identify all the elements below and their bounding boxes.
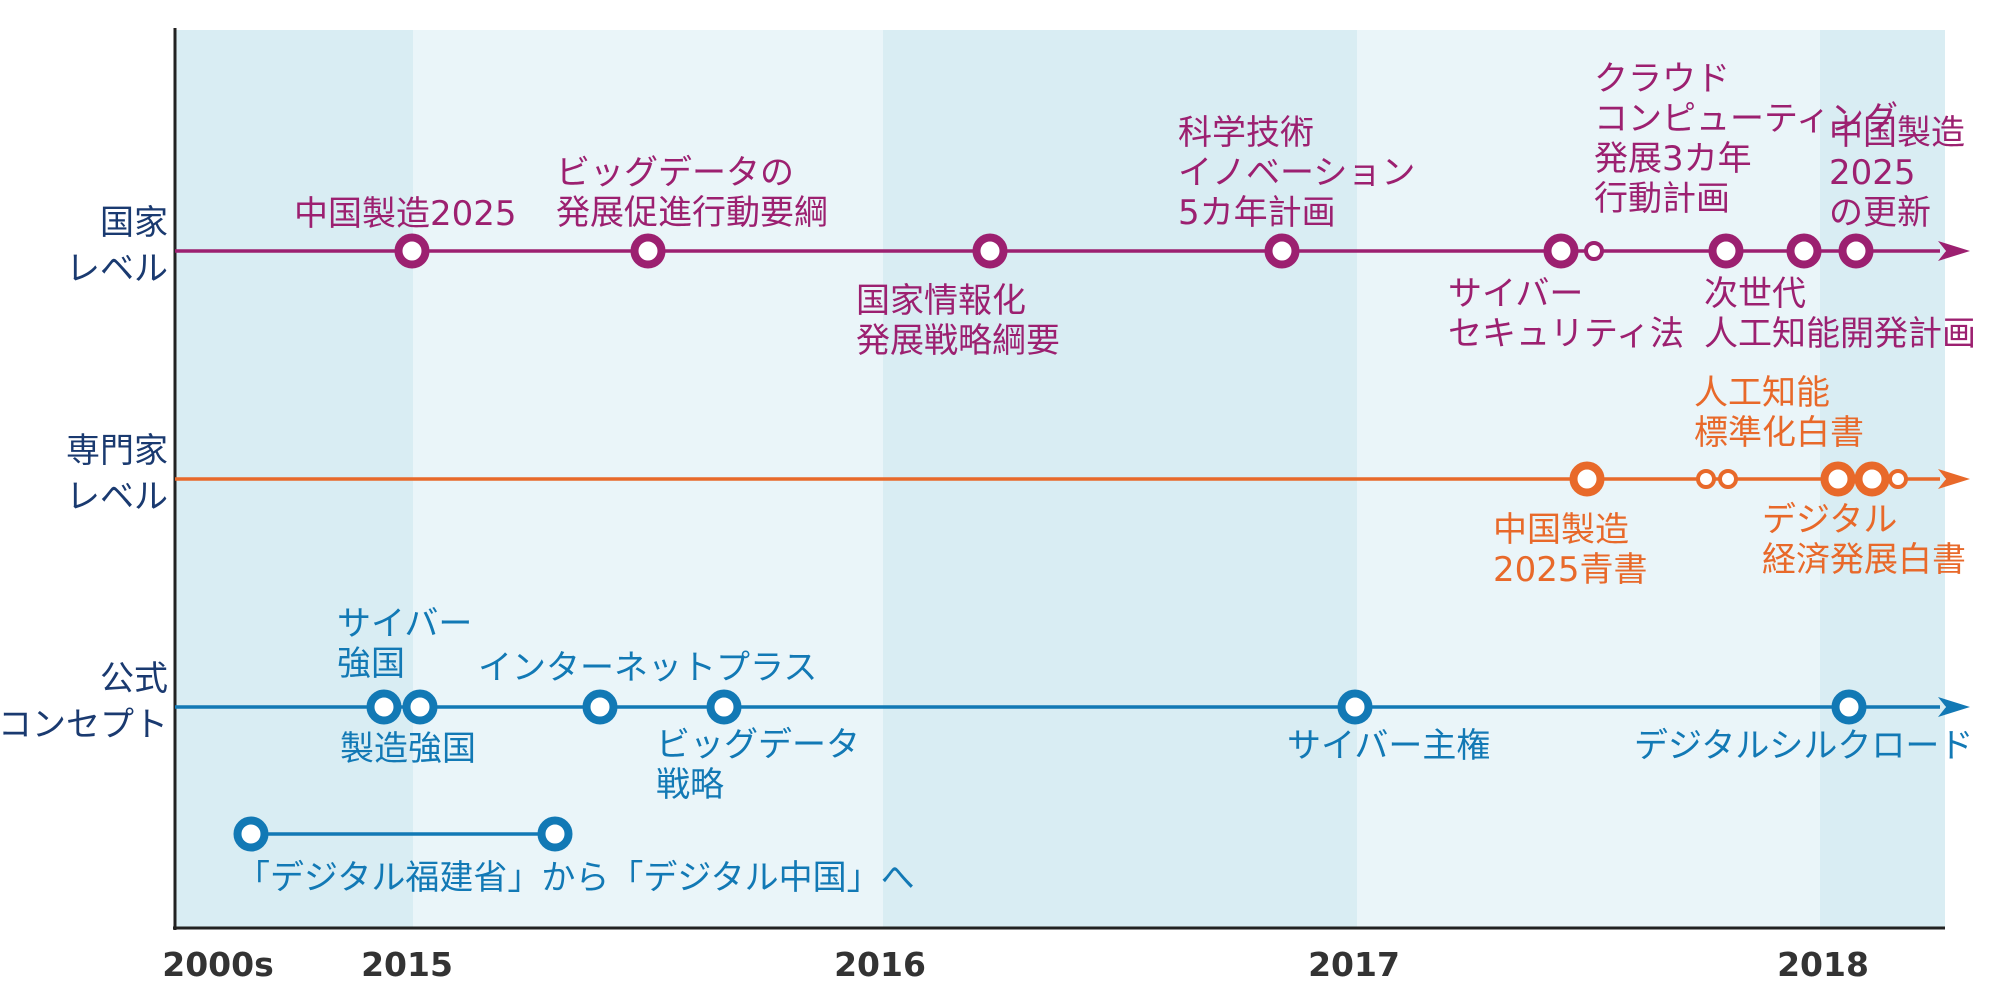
official-event-label-line: 強国 (337, 644, 405, 684)
event-marker (1838, 233, 1874, 269)
event-marker (630, 233, 666, 269)
year-tick-labels: 2000s 2015 2016 2017 2018 (162, 945, 1869, 984)
national-event-label-line: 国家情報化 (856, 281, 1026, 321)
official-event-label-line: ビッグデータ (656, 725, 860, 765)
official-arrow-icon (1938, 697, 1970, 717)
year-label: 2016 (834, 945, 926, 984)
national-event-label-line: 発展促進行動要綱 (556, 193, 828, 233)
national-event-label-line: 中国製造 (1829, 113, 1965, 153)
event-marker (366, 689, 402, 725)
official-row-label: 公式 (100, 659, 168, 699)
national-arrow-icon (1938, 241, 1970, 261)
national-event-label: 次世代人工知能開発計画 (1704, 274, 1976, 354)
expert-event-label-line: 人工知能 (1694, 373, 1830, 413)
national-event-label-line: 人工知能開発計画 (1704, 314, 1976, 354)
national-event-label: ビッグデータの発展促進行動要綱 (556, 153, 828, 233)
event-marker (1888, 469, 1908, 489)
national-event-label-line: 発展3カ年 (1594, 139, 1752, 179)
national-event-label-line: ビッグデータの (556, 153, 794, 193)
expert-arrow-icon (1938, 469, 1970, 489)
expert-event-label-line: 経済発展白書 (1762, 540, 1966, 580)
national-event-label-line: 中国製造2025 (294, 194, 517, 234)
national-event-label: サイバーセキュリティ法 (1448, 274, 1684, 354)
expert-event-label: デジタル経済発展白書 (1762, 500, 1966, 580)
national-row-label: 国家 (100, 203, 168, 243)
expert-event-label-line: 標準化白書 (1694, 413, 1864, 453)
official-event-label-line: インターネットプラス (478, 648, 817, 688)
national-event-label: 科学技術イノベーション 5カ年計画 (1178, 113, 1415, 233)
event-marker (1264, 233, 1300, 269)
official-row-label: コンセプト (0, 705, 168, 745)
national-event-label: クラウドコンピューティング発展3カ年行動計画 (1594, 59, 1898, 219)
official-event-label: 製造強国 (340, 729, 476, 769)
national-event-label-line: 科学技術 (1178, 113, 1314, 153)
expert-event-label-line: デジタル (1762, 500, 1897, 540)
official-event-label-line: デジタルシルクロード (1634, 726, 1973, 766)
expert-event-label-line: 中国製造 (1493, 510, 1629, 550)
national-event-label-line: サイバー (1448, 274, 1583, 314)
national-event-label: 中国製造2025 (294, 194, 517, 234)
national-event-label-line: の更新 (1829, 193, 1931, 233)
national-row-label: レベル (66, 249, 168, 289)
official-event-label: サイバー強国 (337, 604, 472, 684)
event-marker (233, 816, 269, 852)
range-event-label: 「デジタル福建省」から「デジタル中国」へ (236, 858, 915, 898)
expert-event-label-line: 2025青書 (1493, 550, 1648, 590)
national-event-label-line: 次世代 (1704, 274, 1806, 314)
expert-row-label: 専門家 (66, 431, 168, 471)
national-event-label-line: クラウド (1594, 59, 1730, 99)
year-label: 2018 (1777, 945, 1869, 984)
event-marker (1708, 233, 1744, 269)
event-marker (1718, 469, 1738, 489)
official-event-label-line: サイバー (337, 604, 472, 644)
national-event-label-line: 発展戦略綱要 (856, 321, 1060, 361)
event-marker (1854, 461, 1890, 497)
expert-event-label: 中国製造 2025青書 (1493, 510, 1648, 590)
event-marker (1543, 233, 1579, 269)
event-marker (1569, 461, 1605, 497)
official-event-label-line: 戦略 (656, 765, 724, 805)
expert-row-label: レベル (66, 477, 168, 517)
event-marker (582, 689, 618, 725)
event-marker (972, 233, 1008, 269)
national-event-label: 国家情報化発展戦略綱要 (856, 281, 1060, 361)
national-event-label-line: イノベーション (1178, 153, 1415, 193)
national-event-label-line: 行動計画 (1594, 179, 1730, 219)
official-event-label: サイバー主権 (1287, 726, 1490, 766)
event-marker (1696, 469, 1716, 489)
official-event-label: デジタルシルクロード (1634, 726, 1973, 766)
year-label: 2017 (1308, 945, 1400, 984)
event-marker (1584, 241, 1604, 261)
event-marker (1337, 689, 1373, 725)
event-marker (402, 689, 438, 725)
national-event-label-line: 2025 (1829, 153, 1916, 193)
event-marker (1831, 689, 1867, 725)
official-event-label: インターネットプラス (478, 648, 817, 688)
event-marker (1820, 461, 1856, 497)
year-label: 2000s (162, 945, 274, 984)
event-marker (537, 816, 573, 852)
event-marker (394, 233, 430, 269)
national-event-label-line: 5カ年計画 (1178, 193, 1336, 233)
national-event-label-line: コンピューティング (1594, 99, 1898, 139)
official-event-label-line: 製造強国 (340, 729, 476, 769)
national-event-label-line: セキュリティ法 (1448, 314, 1684, 354)
national-event-label: 中国製造 2025 の更新 (1829, 113, 1965, 233)
official-event-label-line: サイバー主権 (1287, 726, 1490, 766)
official-event-label: ビッグデータ戦略 (656, 725, 860, 805)
timeline-events: 中国製造2025ビッグデータの発展促進行動要綱国家情報化発展戦略綱要科学技術イノ… (233, 59, 1976, 898)
event-marker (1786, 233, 1822, 269)
event-marker (706, 689, 742, 725)
year-label: 2015 (361, 945, 453, 984)
expert-event-label: 人工知能標準化白書 (1694, 373, 1864, 453)
